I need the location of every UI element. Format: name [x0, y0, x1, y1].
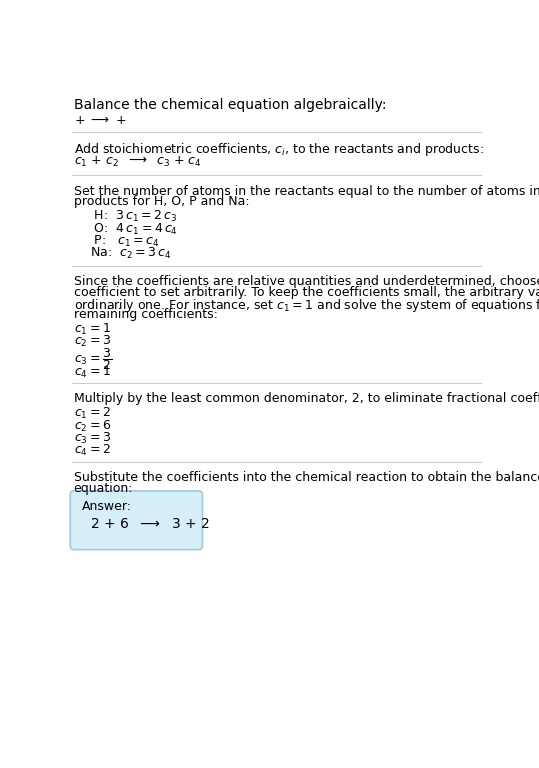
- Text: $c_1 = 2$: $c_1 = 2$: [74, 406, 110, 422]
- Text: $c_2 = 6$: $c_2 = 6$: [74, 419, 111, 434]
- Text: $c_3 = 3$: $c_3 = 3$: [74, 431, 110, 446]
- Text: Substitute the coefficients into the chemical reaction to obtain the balanced: Substitute the coefficients into the che…: [74, 471, 539, 484]
- Text: Na:  $c_2 = 3\,c_4$: Na: $c_2 = 3\,c_4$: [91, 247, 171, 261]
- Text: P:   $c_1 = c_4$: P: $c_1 = c_4$: [91, 233, 160, 249]
- Text: O:  $4\,c_1 = 4\,c_4$: O: $4\,c_1 = 4\,c_4$: [91, 221, 178, 237]
- Text: $c_2 = 3$: $c_2 = 3$: [74, 334, 110, 349]
- Text: Multiply by the least common denominator, 2, to eliminate fractional coefficient: Multiply by the least common denominator…: [74, 392, 539, 406]
- Text: $c_1$ + $c_2$  $\longrightarrow$  $c_3$ + $c_4$: $c_1$ + $c_2$ $\longrightarrow$ $c_3$ + …: [74, 155, 202, 170]
- Text: H:  $3\,c_1 = 2\,c_3$: H: $3\,c_1 = 2\,c_3$: [91, 209, 178, 224]
- Text: Since the coefficients are relative quantities and underdetermined, choose a: Since the coefficients are relative quan…: [74, 276, 539, 289]
- Text: $c_3 = \dfrac{3}{2}$: $c_3 = \dfrac{3}{2}$: [74, 346, 112, 372]
- Text: $c_4 = 1$: $c_4 = 1$: [74, 365, 110, 380]
- Text: + $\longrightarrow$ +: + $\longrightarrow$ +: [74, 114, 126, 127]
- Text: coefficient to set arbitrarily. To keep the coefficients small, the arbitrary va: coefficient to set arbitrarily. To keep …: [74, 286, 539, 300]
- Text: equation:: equation:: [74, 482, 133, 495]
- Text: $c_4 = 2$: $c_4 = 2$: [74, 443, 110, 458]
- Text: $c_1 = 1$: $c_1 = 1$: [74, 322, 110, 336]
- Text: products for H, O, P and Na:: products for H, O, P and Na:: [74, 195, 249, 208]
- Text: Balance the chemical equation algebraically:: Balance the chemical equation algebraica…: [74, 98, 386, 112]
- Text: Answer:: Answer:: [82, 500, 132, 513]
- Text: Add stoichiometric coefficients, $c_i$, to the reactants and products:: Add stoichiometric coefficients, $c_i$, …: [74, 141, 483, 158]
- Text: Set the number of atoms in the reactants equal to the number of atoms in the: Set the number of atoms in the reactants…: [74, 184, 539, 197]
- Text: remaining coefficients:: remaining coefficients:: [74, 308, 218, 321]
- Text: ordinarily one. For instance, set $c_1 = 1$ and solve the system of equations fo: ordinarily one. For instance, set $c_1 =…: [74, 297, 539, 314]
- Text: $2$ + $6$  $\longrightarrow$  $3$ + $2$: $2$ + $6$ $\longrightarrow$ $3$ + $2$: [91, 517, 210, 531]
- FancyBboxPatch shape: [70, 491, 203, 550]
